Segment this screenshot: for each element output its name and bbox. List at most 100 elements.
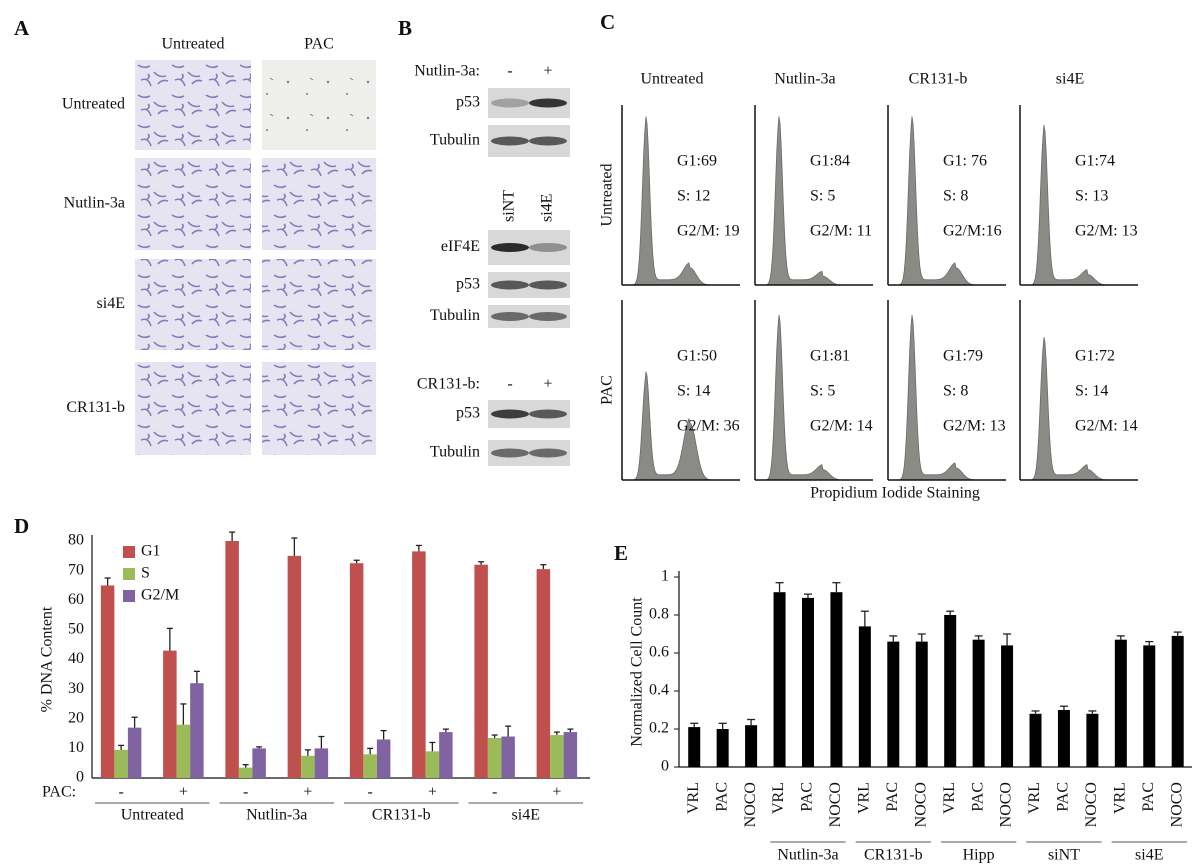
error-bar (380, 729, 387, 740)
bar (487, 738, 502, 778)
cell-stat: G1:72 (1075, 348, 1115, 365)
group-label: si4E (512, 807, 540, 824)
y-tick-label: 0.6 (649, 644, 669, 661)
group-label: Nutlin-3a (246, 807, 307, 824)
cell-stat: G2/M: 14 (810, 418, 873, 435)
bar (252, 748, 266, 778)
error-bar (180, 703, 187, 725)
error-bar (917, 633, 926, 642)
row-label: si4E (97, 295, 125, 312)
blot-band (529, 312, 567, 321)
legend-swatch (123, 546, 135, 558)
error-bar (1173, 631, 1182, 636)
lane-label: + (543, 376, 552, 393)
bar (801, 597, 814, 767)
bar (439, 732, 453, 778)
error-bar (118, 744, 125, 750)
bar (1114, 639, 1127, 767)
bar (314, 748, 329, 778)
treatment-label: Nutlin-3a: (414, 63, 480, 80)
error-bar (367, 747, 374, 755)
bar (176, 724, 191, 778)
x-tick-label: NOCO (827, 782, 844, 827)
treatment-label: CR131-b: (417, 376, 480, 393)
blot-band (529, 243, 567, 252)
band-label: Tubulin (430, 307, 480, 324)
bar (238, 767, 253, 778)
error-bar (860, 610, 869, 627)
error-bar (775, 582, 784, 593)
bar (536, 569, 551, 778)
x-tick-label: PAC (713, 782, 730, 812)
row-label: CR131-b (66, 399, 125, 416)
cell-stat: G1:50 (677, 348, 717, 365)
x-tick-label: PAC (1055, 782, 1072, 812)
error-bar (1003, 633, 1012, 646)
row-label: Untreated (599, 163, 616, 226)
bar (1001, 645, 1014, 767)
y-tick-label: 0.8 (649, 606, 669, 623)
bar (773, 592, 786, 767)
group-label: siNT (1048, 847, 1080, 864)
bar (830, 592, 843, 767)
blot-band (529, 280, 567, 290)
y-tick-label: 10 (68, 739, 84, 756)
column-header: Nutlin-3a (774, 71, 835, 88)
error-bar (974, 635, 983, 640)
y-tick-label: 70 (68, 561, 84, 578)
row-label: PAC (599, 375, 616, 405)
bar (301, 755, 315, 778)
y-tick-label: 50 (68, 621, 84, 638)
y-tick-label: 0.2 (649, 720, 669, 737)
column-header: si4E (1056, 71, 1084, 88)
cell-stat: G1:69 (677, 153, 717, 170)
y-tick-label: 1 (661, 568, 669, 585)
error-bar (242, 764, 249, 768)
group-label: Untreated (121, 807, 184, 824)
panel-letter: B (398, 16, 412, 40)
x-tick-label: + (428, 784, 437, 801)
bar (972, 639, 985, 767)
bar (287, 555, 302, 778)
category-axis-label: PAC: (42, 784, 76, 801)
bar (376, 739, 391, 778)
error-bar (353, 559, 360, 564)
error-bar (193, 670, 200, 684)
x-tick-label: VRL (770, 782, 787, 814)
x-tick-label: NOCO (998, 782, 1015, 827)
band-label: eIF4E (441, 238, 480, 255)
cell-stat: G2/M: 36 (677, 418, 740, 435)
blot-band (491, 243, 529, 252)
group-label: Hipp (963, 847, 995, 864)
blot-band (529, 136, 567, 146)
error-bar (429, 741, 436, 752)
error-bar (1088, 710, 1097, 714)
micrograph (262, 60, 376, 150)
group-label: si4E (1135, 847, 1163, 864)
cell-stat: G1:74 (1075, 153, 1115, 170)
error-bar (690, 722, 699, 728)
bar (1029, 713, 1042, 767)
x-axis-label: Propidium Iodide Staining (810, 485, 980, 502)
band-label: p53 (456, 276, 480, 293)
x-tick-label: - (118, 784, 123, 801)
bar (1086, 713, 1099, 767)
bar (349, 563, 364, 778)
x-tick-label: - (243, 784, 248, 801)
cell-stat: G2/M: 13 (943, 418, 1006, 435)
bar (114, 749, 128, 778)
histogram (1022, 124, 1132, 286)
bar (127, 727, 142, 778)
band-label: Tubulin (430, 132, 480, 149)
error-bar (442, 728, 449, 733)
panel-letter: D (14, 514, 29, 538)
bar (501, 736, 515, 778)
column-header: Untreated (161, 36, 224, 53)
group-label: CR131-b (372, 807, 431, 824)
row-label: Nutlin-3a (64, 195, 125, 212)
bar (363, 754, 377, 778)
panel-letter: A (14, 16, 30, 40)
bar (412, 551, 426, 778)
error-bar (1059, 705, 1068, 710)
bar (425, 751, 440, 778)
